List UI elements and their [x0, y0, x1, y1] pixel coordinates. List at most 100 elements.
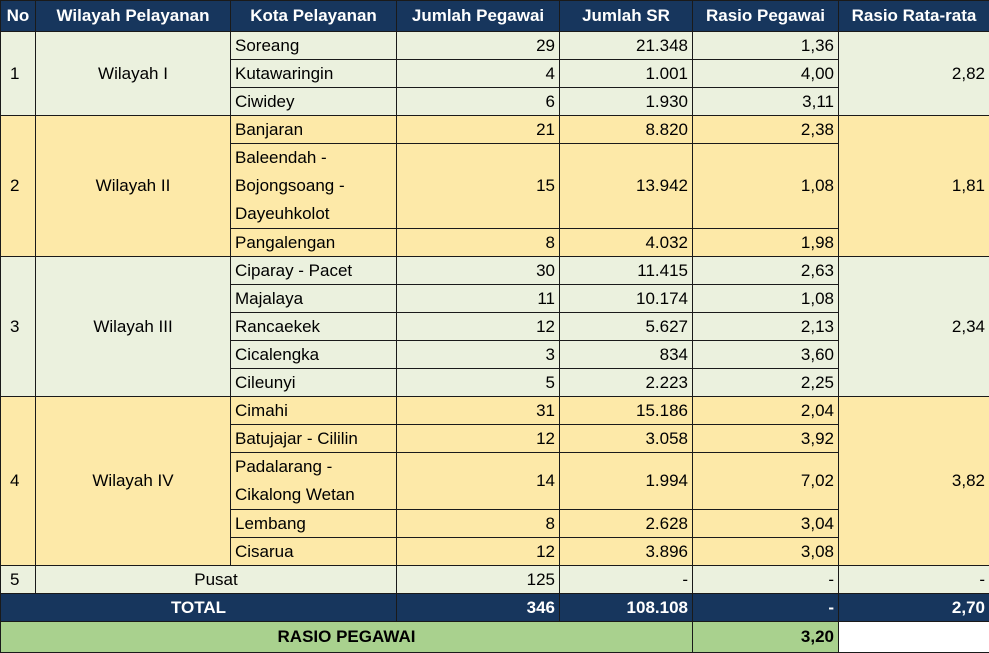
- sr-cell: 8.820: [560, 116, 693, 144]
- kota-cell: Padalarang - Cikalong Wetan: [231, 453, 397, 510]
- header-rasio-rata: Rasio Rata-rata: [839, 1, 989, 32]
- kota-cell: Ciparay - Pacet: [231, 257, 397, 285]
- pegawai-cell: 3: [397, 341, 560, 369]
- pegawai-cell: 6: [397, 88, 560, 116]
- table-row: 3 Wilayah III Ciparay - Pacet 30 11.415 …: [1, 257, 989, 285]
- region-avg: 2,34: [839, 257, 989, 397]
- kota-cell: Rancaekek: [231, 313, 397, 341]
- kota-cell: Pangalengan: [231, 229, 397, 257]
- pegawai-cell: 5: [397, 369, 560, 397]
- pegawai-cell: 8: [397, 510, 560, 538]
- sr-cell: 1.930: [560, 88, 693, 116]
- sr-cell: 10.174: [560, 285, 693, 313]
- region-avg: 2,82: [839, 32, 989, 116]
- total-row: TOTAL 346 108.108 - 2,70: [1, 594, 989, 622]
- table-row: 4 Wilayah IV Cimahi 31 15.186 2,04 3,82: [1, 397, 989, 425]
- kota-cell: Banjaran: [231, 116, 397, 144]
- kota-cell: Cicalengka: [231, 341, 397, 369]
- region-name: Wilayah III: [36, 257, 231, 397]
- pegawai-cell: 12: [397, 538, 560, 566]
- rasio-cell: 2,63: [693, 257, 839, 285]
- rasio-cell: 2,25: [693, 369, 839, 397]
- pusat-label: Pusat: [36, 566, 397, 594]
- rasio-cell: 3,08: [693, 538, 839, 566]
- pegawai-cell: 30: [397, 257, 560, 285]
- sr-cell: 13.942: [560, 144, 693, 229]
- sr-cell: 15.186: [560, 397, 693, 425]
- total-label: TOTAL: [1, 594, 397, 622]
- sr-cell: 21.348: [560, 32, 693, 60]
- header-kota: Kota Pelayanan: [231, 1, 397, 32]
- sr-cell: 2.628: [560, 510, 693, 538]
- sr-cell: 4.032: [560, 229, 693, 257]
- total-avg: 2,70: [839, 594, 989, 622]
- pusat-avg: -: [839, 566, 989, 594]
- table-row: 2 Wilayah II Banjaran 21 8.820 2,38 1,81: [1, 116, 989, 144]
- kota-cell: Ciwidey: [231, 88, 397, 116]
- header-rasio-pegawai: Rasio Pegawai: [693, 1, 839, 32]
- sr-cell: 11.415: [560, 257, 693, 285]
- pegawai-cell: 21: [397, 116, 560, 144]
- rasio-pegawai-row: RASIO PEGAWAI 3,20: [1, 622, 989, 653]
- rasio-cell: 2,38: [693, 116, 839, 144]
- rasio-pegawai-label: RASIO PEGAWAI: [1, 622, 693, 653]
- pegawai-cell: 14: [397, 453, 560, 510]
- rasio-cell: 7,02: [693, 453, 839, 510]
- total-sr: 108.108: [560, 594, 693, 622]
- rasio-pegawai-value: 3,20: [693, 622, 839, 653]
- pegawai-cell: 15: [397, 144, 560, 229]
- kota-cell: Majalaya: [231, 285, 397, 313]
- pegawai-cell: 31: [397, 397, 560, 425]
- rasio-pegawai-blank-cell: [839, 622, 989, 653]
- kota-cell: Cimahi: [231, 397, 397, 425]
- table-row: 1 Wilayah I Soreang 29 21.348 1,36 2,82: [1, 32, 989, 60]
- pegawai-cell: 12: [397, 425, 560, 453]
- pusat-rasio: -: [693, 566, 839, 594]
- rasio-cell: 4,00: [693, 60, 839, 88]
- rasio-cell: 3,92: [693, 425, 839, 453]
- rasio-cell: 3,60: [693, 341, 839, 369]
- sr-cell: 1.994: [560, 453, 693, 510]
- header-jumlah-sr: Jumlah SR: [560, 1, 693, 32]
- region-name: Wilayah IV: [36, 397, 231, 566]
- pusat-pegawai: 125: [397, 566, 560, 594]
- sr-cell: 3.896: [560, 538, 693, 566]
- pegawai-cell: 4: [397, 60, 560, 88]
- pusat-no: 5: [1, 566, 36, 594]
- total-rasio: -: [693, 594, 839, 622]
- rasio-cell: 1,08: [693, 285, 839, 313]
- region-avg: 3,82: [839, 397, 989, 566]
- header-no: No: [1, 1, 36, 32]
- header-row: No Wilayah Pelayanan Kota Pelayanan Juml…: [1, 1, 989, 32]
- region-no: 1: [1, 32, 36, 116]
- sr-cell: 5.627: [560, 313, 693, 341]
- rasio-cell: 3,04: [693, 510, 839, 538]
- rasio-cell: 1,98: [693, 229, 839, 257]
- pusat-row: 5 Pusat 125 - - -: [1, 566, 989, 594]
- pegawai-cell: 12: [397, 313, 560, 341]
- rasio-cell: 3,11: [693, 88, 839, 116]
- sr-cell: 3.058: [560, 425, 693, 453]
- header-jumlah-pegawai: Jumlah Pegawai: [397, 1, 560, 32]
- rasio-cell: 1,36: [693, 32, 839, 60]
- rasio-cell: 2,13: [693, 313, 839, 341]
- kota-cell: Kutawaringin: [231, 60, 397, 88]
- kota-cell: Batujajar - Cililin: [231, 425, 397, 453]
- pegawai-cell: 8: [397, 229, 560, 257]
- pegawai-cell: 11: [397, 285, 560, 313]
- sr-cell: 1.001: [560, 60, 693, 88]
- pusat-sr: -: [560, 566, 693, 594]
- rasio-cell: 2,04: [693, 397, 839, 425]
- kota-cell: Cileunyi: [231, 369, 397, 397]
- kota-cell: Lembang: [231, 510, 397, 538]
- pegawai-cell: 29: [397, 32, 560, 60]
- kota-cell: Soreang: [231, 32, 397, 60]
- sr-cell: 2.223: [560, 369, 693, 397]
- kota-cell: Baleendah - Bojongsoang - Dayeuhkolot: [231, 144, 397, 229]
- region-no: 4: [1, 397, 36, 566]
- region-no: 3: [1, 257, 36, 397]
- region-name: Wilayah I: [36, 32, 231, 116]
- kota-cell: Cisarua: [231, 538, 397, 566]
- region-name: Wilayah II: [36, 116, 231, 257]
